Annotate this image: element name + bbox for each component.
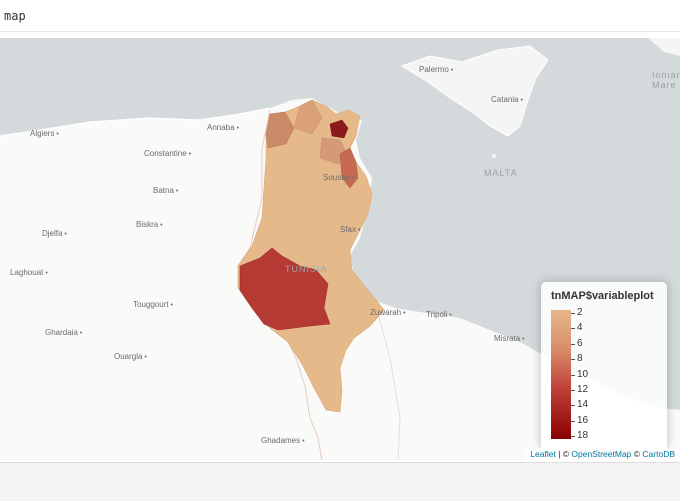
legend-tick (571, 313, 575, 314)
map-attribution: Leaflet | © OpenStreetMap © CartoDB (525, 448, 680, 460)
country-label-malta: MALTA (484, 168, 518, 178)
legend-label: 18 (577, 430, 589, 441)
city-label-zuwarah: Zuwarah (370, 308, 406, 317)
country-label-ionian: Ionian (652, 70, 680, 80)
legend-tick (571, 420, 575, 422)
legend-tick (571, 374, 575, 376)
city-label-laghouat: Laghouat (10, 268, 48, 277)
attribution-sep-1: | © (555, 449, 572, 459)
city-label-djelfa: Djelfa (42, 229, 67, 238)
map-legend: tnMAP$variableplot 2 4 6 8 10 12 14 16 18 (541, 282, 667, 450)
legend-label: 6 (577, 337, 583, 349)
city-label-misrata: Misrata (494, 334, 525, 343)
legend-tick (571, 436, 575, 437)
cartodb-link[interactable]: CartoDB (642, 449, 675, 459)
city-label-annaba: Annaba (207, 123, 239, 132)
attribution-sep-2: © (631, 449, 643, 459)
city-label-algiers: Algiers (30, 129, 59, 138)
legend-tick (571, 389, 575, 391)
legend-label: 10 (577, 368, 589, 380)
leaflet-link[interactable]: Leaflet (530, 449, 556, 459)
legend-label: 4 (577, 322, 583, 334)
legend-color-bar (551, 310, 571, 439)
osm-link[interactable]: OpenStreetMap (571, 449, 632, 459)
city-label-ghardaia: Ghardaia (45, 328, 82, 337)
legend-label: 16 (577, 414, 589, 426)
legend-label: 2 (577, 307, 583, 318)
city-label-catania: Catania (491, 95, 523, 104)
city-label-touggourt: Touggourt (133, 300, 173, 309)
country-label-tunisia: TUNISIA (285, 264, 328, 274)
legend-tick (571, 405, 575, 407)
country-label-mare: Mare (652, 80, 677, 90)
legend-tick (571, 359, 575, 361)
city-label-sfax: Sfax (340, 225, 360, 234)
city-label-ouargla: Ouargla (114, 352, 147, 361)
output-footer (0, 462, 680, 501)
city-label-palermo: Palermo (419, 65, 453, 74)
code-cell: map (0, 0, 680, 32)
city-label-biskra: Biskra (136, 220, 163, 229)
legend-tick (571, 328, 575, 330)
city-label-ghadames: Ghadames (261, 436, 305, 445)
city-label-constantine: Constantine (144, 149, 191, 158)
legend-label: 12 (577, 383, 589, 395)
legend-label: 14 (577, 399, 589, 411)
code-text: map (4, 9, 26, 23)
legend-tick (571, 343, 575, 345)
legend-title: tnMAP$variableplot (551, 290, 654, 302)
city-label-sousse: Sousse (323, 173, 354, 182)
legend-label: 8 (577, 353, 583, 365)
city-label-batna: Batna (153, 186, 178, 195)
leaflet-map[interactable]: Palermo Catania Algiers Annaba Constantine Ba… (0, 38, 680, 460)
city-label-tripoli: Tripoli (426, 310, 452, 319)
